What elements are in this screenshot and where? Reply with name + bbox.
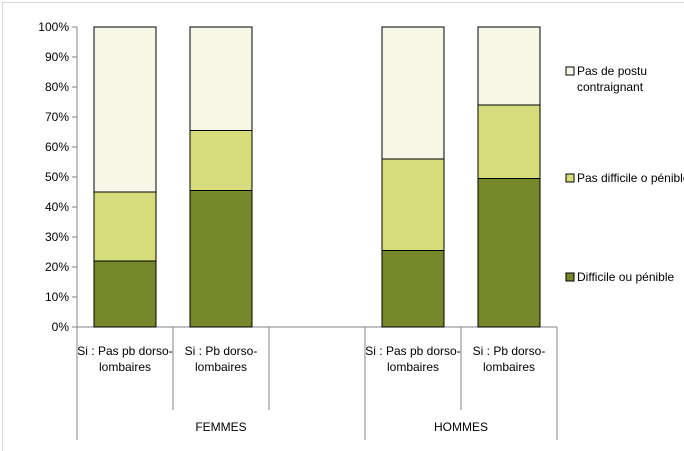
group-label: FEMMES bbox=[195, 420, 247, 434]
bar-segment bbox=[189, 26, 253, 131]
x-tick-label: Si : Pb dorso-lombaires bbox=[472, 344, 546, 374]
y-tick-label: 0% bbox=[51, 320, 69, 334]
bar-segment bbox=[93, 191, 157, 262]
bar-segment bbox=[477, 104, 541, 179]
y-tick-label: 50% bbox=[44, 170, 69, 184]
bar-segment bbox=[381, 250, 445, 328]
bar-segment bbox=[189, 130, 253, 191]
legend-label: Pas de postu contraignant bbox=[577, 64, 648, 94]
bar-segment bbox=[189, 190, 253, 328]
group-label: HOMMES bbox=[434, 420, 488, 434]
legend-swatch bbox=[565, 66, 575, 76]
bar-segment bbox=[477, 26, 541, 106]
bar-segment bbox=[93, 26, 157, 193]
x-tick-label: Si : Pas pb dorso-lombaires bbox=[365, 344, 461, 374]
legend-swatch bbox=[565, 272, 575, 282]
y-tick-label: 100% bbox=[38, 20, 69, 34]
legend-label: Pas difficile o pénible bbox=[577, 171, 684, 185]
y-tick-label: 60% bbox=[44, 140, 69, 154]
y-tick-label: 30% bbox=[44, 230, 69, 244]
legend-label: Difficile ou pénible bbox=[577, 270, 675, 284]
y-tick-label: 20% bbox=[44, 260, 69, 274]
y-tick-label: 90% bbox=[44, 50, 69, 64]
bar-segment bbox=[93, 260, 157, 328]
legend-swatch bbox=[565, 173, 575, 183]
y-tick-label: 40% bbox=[44, 200, 69, 214]
bar-segment bbox=[381, 26, 445, 160]
y-tick-label: 10% bbox=[44, 290, 69, 304]
y-tick-label: 70% bbox=[44, 110, 69, 124]
x-tick-label: Si : Pb dorso-lombaires bbox=[184, 344, 258, 374]
bar-segment bbox=[477, 178, 541, 328]
bar-segment bbox=[381, 158, 445, 251]
x-tick-label: Si : Pas pb dorso-lombaires bbox=[77, 344, 173, 374]
y-tick-label: 80% bbox=[44, 80, 69, 94]
